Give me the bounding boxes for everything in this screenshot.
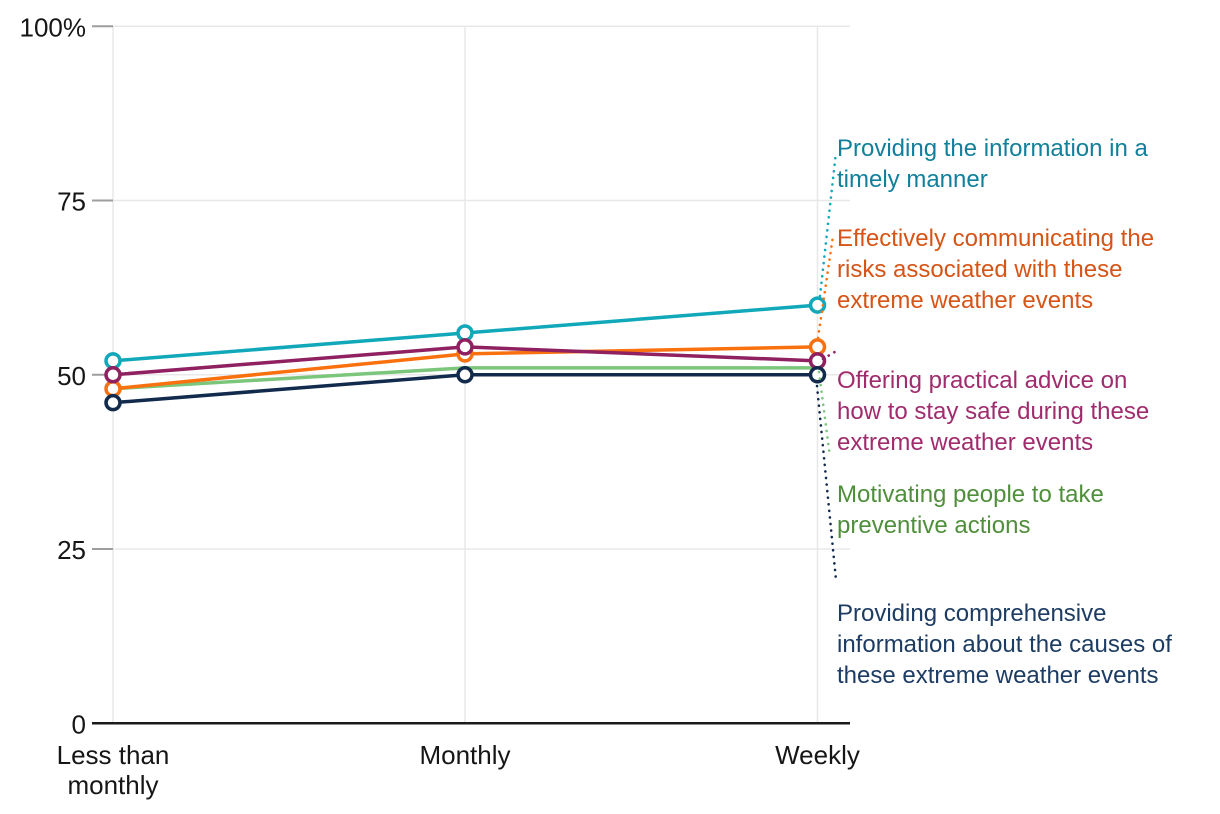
data-point-marker [104,393,122,412]
x-axis-category-label: Weekly [775,740,860,770]
data-point-marker [808,296,827,314]
y-axis-tick-label: 75 [57,187,86,217]
x-axis-category-label: monthly [67,770,158,800]
y-axis-tick-label: 50 [57,361,86,391]
data-point-marker [808,352,827,370]
data-point-marker [456,366,474,384]
leader-line-3 [817,370,832,459]
leader-line-0 [818,150,838,298]
leader-line-1 [816,234,835,340]
data-point-marker [808,366,827,384]
data-point-marker [104,352,122,370]
y-axis-tick-label: 0 [72,709,86,739]
x-axis-category-label: Monthly [419,740,510,770]
data-point-marker [104,366,122,384]
leader-line-2 [821,348,840,361]
data-point-marker [808,338,827,356]
x-axis-category-label: Less than [57,740,170,770]
y-axis-tick-label: 25 [57,535,86,565]
data-point-marker [456,324,474,342]
data-point-marker [104,379,122,398]
y-axis-tick-label: 100% [20,12,87,42]
data-point-marker [456,338,474,356]
leader-line-4 [815,384,838,582]
